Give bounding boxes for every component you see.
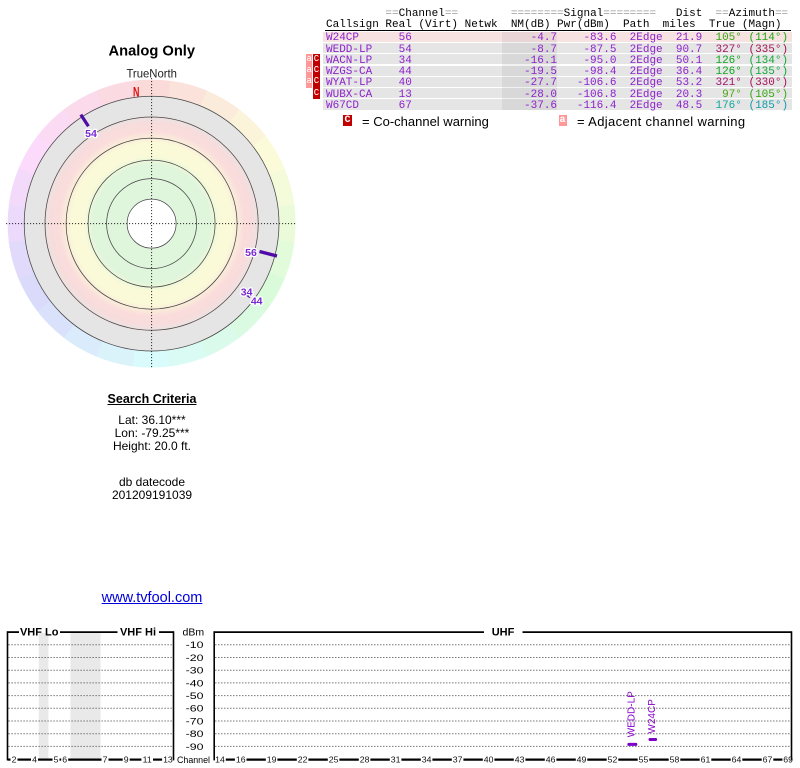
svg-text:22: 22 <box>298 754 308 764</box>
svg-text:14: 14 <box>215 754 225 764</box>
svg-text:9: 9 <box>124 754 129 764</box>
svg-text:46: 46 <box>546 754 556 764</box>
svg-text:WEDD-LP: WEDD-LP <box>627 691 638 737</box>
svg-text:-40: -40 <box>186 678 204 689</box>
svg-text:49: 49 <box>577 754 587 764</box>
svg-text:W24CP: W24CP <box>647 699 658 734</box>
svg-text:61: 61 <box>701 754 711 764</box>
svg-text:-50: -50 <box>186 691 204 702</box>
svg-text:-80: -80 <box>186 729 204 740</box>
svg-text:55: 55 <box>639 754 649 764</box>
svg-text:43: 43 <box>515 754 525 764</box>
svg-text:34: 34 <box>422 754 432 764</box>
svg-text:11: 11 <box>143 754 152 764</box>
svg-text:VHF Lo: VHF Lo <box>20 627 59 639</box>
svg-text:7: 7 <box>103 754 108 764</box>
svg-text:Channel: Channel <box>177 755 210 766</box>
svg-text:TrueNorth: TrueNorth <box>126 66 177 80</box>
svg-text:44: 44 <box>251 295 263 307</box>
svg-text:-10: -10 <box>186 640 204 651</box>
svg-text:13: 13 <box>163 754 173 764</box>
svg-text:69: 69 <box>783 754 793 764</box>
svg-text:6: 6 <box>62 754 67 764</box>
svg-text:67: 67 <box>763 754 773 764</box>
svg-text:dBm: dBm <box>183 628 205 639</box>
svg-text:52: 52 <box>608 754 618 764</box>
svg-text:40: 40 <box>484 754 494 764</box>
svg-text:-60: -60 <box>186 704 204 715</box>
svg-text:34: 34 <box>241 287 253 299</box>
svg-text:-70: -70 <box>186 716 204 727</box>
svg-text:16: 16 <box>236 754 246 764</box>
svg-text:-90: -90 <box>186 742 204 753</box>
svg-text:31: 31 <box>391 754 401 764</box>
svg-text:64: 64 <box>732 754 742 764</box>
svg-text:N: N <box>133 86 139 100</box>
svg-text:VHF Hi: VHF Hi <box>120 627 156 639</box>
svg-text:4: 4 <box>32 754 37 764</box>
svg-text:-30: -30 <box>186 666 204 677</box>
svg-text:5: 5 <box>54 754 59 764</box>
svg-text:58: 58 <box>670 754 680 764</box>
svg-text:28: 28 <box>360 754 370 764</box>
svg-text:25: 25 <box>329 754 339 764</box>
svg-text:UHF: UHF <box>492 627 515 639</box>
svg-text:54: 54 <box>85 128 97 140</box>
svg-text:2: 2 <box>12 754 17 764</box>
svg-text:37: 37 <box>453 754 463 764</box>
svg-text:Analog Only: Analog Only <box>109 44 196 60</box>
svg-text:-20: -20 <box>186 653 204 664</box>
svg-text:56: 56 <box>245 247 257 259</box>
svg-text:19: 19 <box>267 754 277 764</box>
